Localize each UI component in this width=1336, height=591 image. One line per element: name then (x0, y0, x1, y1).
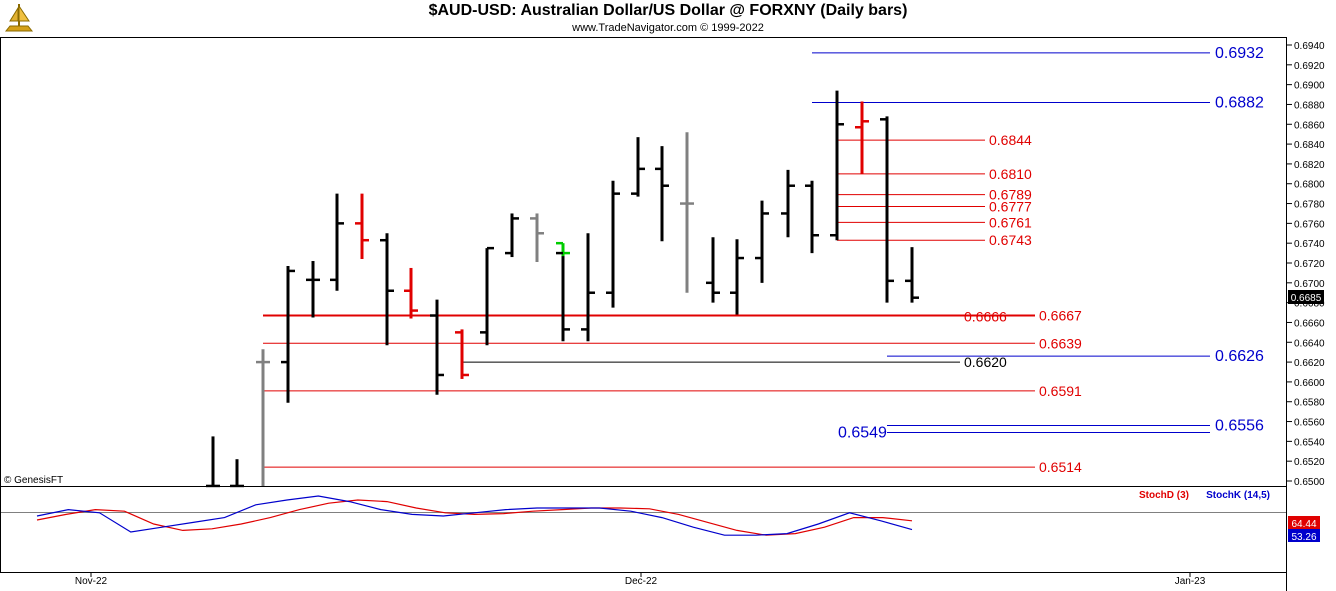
bars-layer (206, 90, 919, 488)
price-tick-label: 0.6800 (1294, 180, 1325, 191)
ohlc-bar (781, 169, 795, 238)
ohlc-bar (505, 213, 519, 258)
last-price-badge: 0.6685 (1288, 290, 1324, 304)
price-level-label: 0.6761 (989, 214, 1032, 230)
ohlc-bar (805, 180, 819, 254)
price-axis: 0.6940 0.6920 0.6900 0.6880 0.6860 0.6840 0.68… (1287, 41, 1325, 488)
price-tick-label: 0.6880 (1294, 100, 1325, 111)
ohlc-bar (281, 265, 295, 403)
price-tick-label: 0.6840 (1294, 140, 1325, 151)
ohlc-bar (355, 193, 369, 260)
stochk-value-label: 53.26 (1291, 532, 1316, 543)
ohlc-bar (330, 193, 344, 291)
stochastic-layer (36, 495, 913, 536)
price-tick-label: 0.6760 (1294, 219, 1325, 230)
ohlc-bar (430, 299, 444, 395)
date-tick-label: Dec-22 (625, 576, 658, 587)
price-tick-label: 0.6500 (1294, 477, 1325, 488)
ohlc-bar (306, 261, 320, 318)
price-tick-label: 0.6560 (1294, 418, 1325, 429)
chart-header: $AUD-USD: Australian Dollar/US Dollar @ … (0, 0, 1336, 37)
stochastic-legend-entry: StochK (14,5) (1206, 490, 1270, 501)
price-tick-label: 0.6580 (1294, 398, 1325, 409)
last-price-label: 0.6685 (1291, 293, 1322, 304)
ohlc-bar (380, 233, 394, 346)
stochd-value-label: 64.44 (1291, 519, 1316, 530)
price-tick-label: 0.6680 (1294, 299, 1325, 310)
ohlc-bar (730, 239, 744, 315)
date-axis: Nov-22 Dec-22 Jan-23 (75, 572, 1206, 587)
price-level-label: 0.6667 (1039, 308, 1082, 324)
frame-layer (0, 37, 1287, 591)
price-level-label: 0.6591 (1039, 383, 1082, 399)
ohlc-bar (455, 329, 469, 379)
price-tick-label: 0.6740 (1294, 239, 1325, 250)
genesis-watermark: © GenesisFT (4, 475, 63, 486)
price-level-label: 0.6556 (1215, 418, 1264, 435)
ohlc-bar (855, 101, 869, 174)
price-tick-label: 0.6920 (1294, 61, 1325, 72)
ohlc-bar (706, 237, 720, 303)
ohlc-bar (581, 233, 595, 342)
price-tick-label: 0.6860 (1294, 120, 1325, 131)
date-tick-label: Jan-23 (1175, 576, 1206, 587)
ohlc-bar (631, 137, 645, 197)
price-level-label: 0.6844 (989, 132, 1032, 148)
price-tick-label: 0.6820 (1294, 160, 1325, 171)
price-level-label: 0.6620 (964, 354, 1007, 370)
price-tick-label: 0.6660 (1294, 318, 1325, 329)
price-tick-label: 0.6640 (1294, 338, 1325, 349)
stoch-value-badges: 64.44 53.26 (1288, 516, 1320, 543)
ohlc-bar (256, 349, 270, 486)
ohlc-bar (206, 436, 220, 488)
ohlc-bar (556, 241, 570, 258)
stochastic-legend: StochD (3) StochK (14,5) (1139, 490, 1270, 501)
ohlc-bar (606, 180, 620, 308)
price-tick-label: 0.6600 (1294, 378, 1325, 389)
price-level-label: 0.6810 (989, 166, 1032, 182)
stochd-line (36, 499, 913, 536)
price-tick-label: 0.6900 (1294, 81, 1325, 92)
price-level-label: 0.6932 (1215, 45, 1264, 62)
ohlc-bar (404, 267, 418, 319)
price-level-label: 0.6626 (1215, 348, 1264, 365)
chart-title: $AUD-USD: Australian Dollar/US Dollar @ … (428, 2, 908, 19)
price-level-label: 0.6882 (1215, 94, 1264, 111)
levels-layer: 0.69320.68820.68440.68100.67890.67770.67… (263, 45, 1264, 475)
date-tick-label: Nov-22 (75, 576, 108, 587)
price-tick-label: 0.6540 (1294, 437, 1325, 448)
ohlc-bar (230, 459, 244, 488)
price-level-label: 0.6549 (838, 424, 887, 441)
price-level-label: 0.6514 (1039, 459, 1082, 475)
chart-subtitle: www.TradeNavigator.com © 1999-2022 (572, 22, 764, 34)
ohlc-bar (655, 146, 669, 242)
ohlc-bar (530, 213, 544, 263)
price-level-label: 0.6639 (1039, 335, 1082, 351)
ohlc-bar (680, 132, 694, 293)
price-tick-label: 0.6620 (1294, 358, 1325, 369)
price-panel-frame (0, 37, 1287, 487)
ohlc-bar (880, 116, 894, 303)
price-tick-label: 0.6520 (1294, 457, 1325, 468)
ohlc-bar (830, 90, 844, 241)
price-level-label: 0.6743 (989, 232, 1032, 248)
stochastic-legend-entry: StochD (3) (1139, 490, 1189, 501)
price-tick-label: 0.6700 (1294, 279, 1325, 290)
price-tick-label: 0.6940 (1294, 41, 1325, 52)
ohlc-bar (755, 200, 769, 283)
ohlc-bar (480, 246, 494, 346)
price-level-label: 0.6789 (989, 187, 1032, 203)
price-tick-label: 0.6720 (1294, 259, 1325, 270)
ohlc-bar (556, 251, 570, 342)
price-tick-label: 0.6780 (1294, 200, 1325, 211)
price-level-label: 0.6777 (989, 199, 1032, 215)
trade-navigator-logo-icon (4, 4, 34, 32)
stochk-line (36, 495, 913, 536)
ohlc-bar (905, 247, 919, 303)
